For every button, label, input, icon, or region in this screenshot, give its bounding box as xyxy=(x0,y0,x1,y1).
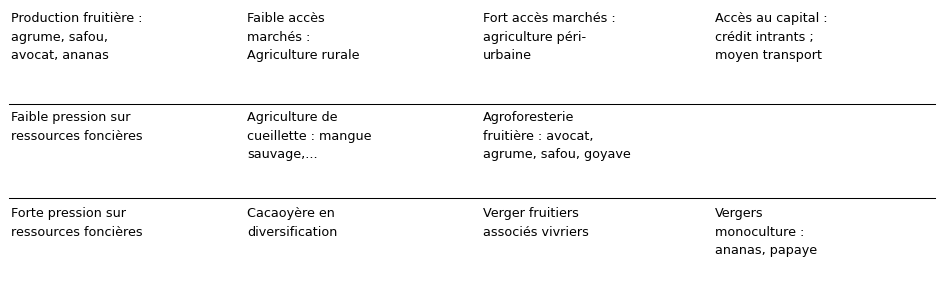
Text: Agriculture de
cueillette : mangue
sauvage,...: Agriculture de cueillette : mangue sauva… xyxy=(247,111,372,161)
Text: Faible pression sur
ressources foncières: Faible pression sur ressources foncières xyxy=(11,111,143,143)
Text: Forte pression sur
ressources foncières: Forte pression sur ressources foncières xyxy=(11,207,143,239)
Text: Vergers
monoculture :
ananas, papaye: Vergers monoculture : ananas, papaye xyxy=(715,207,817,257)
Text: Accès au capital :
crédit intrants ;
moyen transport: Accès au capital : crédit intrants ; moy… xyxy=(715,12,827,62)
Text: Verger fruitiers
associés vivriers: Verger fruitiers associés vivriers xyxy=(483,207,589,239)
Text: Faible accès
marchés :
Agriculture rurale: Faible accès marchés : Agriculture rural… xyxy=(247,12,360,62)
Text: Agroforesterie
fruitière : avocat,
agrume, safou, goyave: Agroforesterie fruitière : avocat, agrum… xyxy=(483,111,632,161)
Text: Cacaoyère en
diversification: Cacaoyère en diversification xyxy=(247,207,338,239)
Text: Production fruitière :
agrume, safou,
avocat, ananas: Production fruitière : agrume, safou, av… xyxy=(11,12,143,62)
Text: Fort accès marchés :
agriculture péri-
urbaine: Fort accès marchés : agriculture péri- u… xyxy=(483,12,616,62)
